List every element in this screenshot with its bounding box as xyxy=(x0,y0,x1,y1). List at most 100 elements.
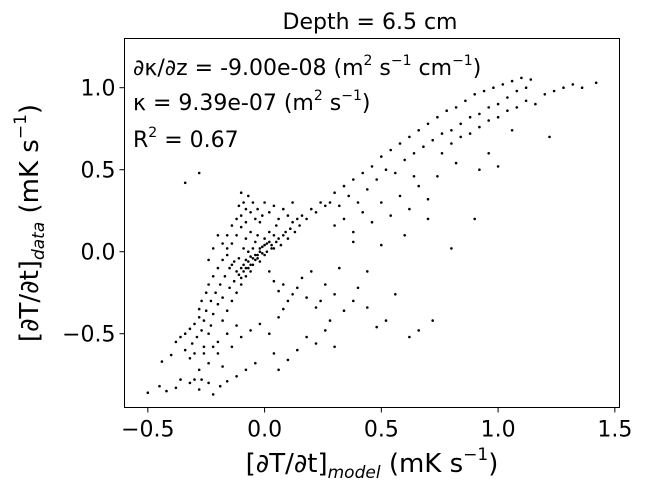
scatter-point xyxy=(436,115,439,119)
scatter-point xyxy=(478,168,481,171)
scatter-point xyxy=(225,380,229,383)
scatter-point xyxy=(197,171,201,175)
scatter-point xyxy=(352,178,355,181)
scatter-point xyxy=(286,214,290,217)
scatter-point xyxy=(225,234,229,237)
scatter-point xyxy=(361,211,365,214)
scatter-point xyxy=(277,368,280,372)
scatter-point xyxy=(328,319,332,322)
scatter-point xyxy=(254,258,257,262)
scatter-point xyxy=(207,332,210,336)
scatter-point xyxy=(237,273,241,277)
scatter-point xyxy=(487,152,491,155)
scatter-point xyxy=(459,122,463,126)
scatter-point xyxy=(183,332,187,336)
scatter-point xyxy=(223,275,227,278)
scatter-point xyxy=(562,86,565,89)
scatter-point xyxy=(242,247,245,250)
scatter-point xyxy=(200,299,203,303)
scatter-point xyxy=(380,155,383,158)
scatter-point xyxy=(314,342,318,345)
scatter-point xyxy=(207,258,210,262)
scatter-point xyxy=(232,279,236,283)
scatter-point xyxy=(296,217,299,221)
scatter-point xyxy=(239,266,243,270)
scatter-point xyxy=(515,106,519,109)
scatter-point xyxy=(244,258,248,262)
scatter-point xyxy=(454,161,458,165)
scatter-point xyxy=(244,275,248,278)
y-tick-label: 0.0 xyxy=(81,241,116,266)
scatter-point xyxy=(211,275,215,278)
scatter-point xyxy=(398,194,402,198)
scatter-point xyxy=(534,102,537,106)
scatter-point xyxy=(384,168,388,171)
scatter-point xyxy=(286,237,290,240)
scatter-point xyxy=(261,245,264,249)
scatter-point xyxy=(450,247,453,250)
scatter-point xyxy=(239,214,243,217)
scatter-point xyxy=(146,391,150,395)
scatter-point xyxy=(422,145,425,148)
scatter-point xyxy=(218,283,222,286)
y-tick-label: −0.5 xyxy=(62,323,115,348)
scatter-point xyxy=(482,89,486,93)
scatter-point xyxy=(580,86,584,89)
scatter-point xyxy=(272,279,276,283)
scatter-point xyxy=(242,263,245,267)
scatter-point xyxy=(366,188,369,191)
scatter-point xyxy=(305,335,308,339)
annotation-dkappa-dz: ∂κ/∂z = -9.00e-08 (m2 s−1 cm−1) xyxy=(133,53,481,81)
scatter-point xyxy=(230,263,234,267)
scatter-point xyxy=(247,194,250,198)
scatter-point xyxy=(244,266,248,270)
scatter-point xyxy=(468,132,472,135)
scatter-point xyxy=(188,327,192,331)
scatter-point xyxy=(237,257,241,260)
scatter-point xyxy=(249,211,252,214)
scatter-point xyxy=(258,260,262,263)
y-tick-label: 1.0 xyxy=(81,77,116,102)
scatter-point xyxy=(417,184,421,188)
scatter-point xyxy=(268,230,271,234)
annotation-r-squared: R2 = 0.67 xyxy=(133,125,239,153)
scatter-point xyxy=(188,381,192,385)
scatter-point xyxy=(506,109,509,112)
scatter-point xyxy=(319,201,322,204)
scatter-point xyxy=(249,270,252,273)
scatter-point xyxy=(275,240,278,244)
y-tick-label: 0.5 xyxy=(81,159,116,184)
scatter-point xyxy=(263,237,266,240)
scatter-point xyxy=(268,332,271,336)
scatter-point xyxy=(235,270,238,273)
scatter-point xyxy=(251,247,255,250)
scatter-point xyxy=(235,217,238,221)
scatter-point xyxy=(450,142,453,145)
scatter-point xyxy=(361,171,365,175)
scatter-point xyxy=(249,230,252,234)
x-tick-label: 0.0 xyxy=(247,418,282,443)
scatter-point xyxy=(179,378,182,381)
scatter-point xyxy=(265,242,269,245)
scatter-point xyxy=(183,181,187,185)
scatter-point xyxy=(291,220,294,224)
scatter-point xyxy=(261,214,264,217)
x-tick-label: −0.5 xyxy=(121,418,174,443)
scatter-point xyxy=(333,293,336,296)
scatter-point xyxy=(440,152,444,155)
scatter-point xyxy=(207,283,210,286)
scatter-point xyxy=(272,204,276,208)
scatter-point xyxy=(431,138,435,142)
scatter-point xyxy=(244,237,248,240)
scatter-point xyxy=(216,302,220,306)
scatter-point xyxy=(211,312,215,316)
scatter-point xyxy=(247,260,250,263)
scatter-point xyxy=(225,253,229,257)
scatter-point xyxy=(398,142,402,145)
scatter-point xyxy=(239,276,243,280)
scatter-point xyxy=(342,217,346,221)
scatter-point xyxy=(412,152,416,155)
scatter-point xyxy=(242,201,245,204)
scatter-point xyxy=(225,309,229,313)
scatter-point xyxy=(209,324,213,327)
